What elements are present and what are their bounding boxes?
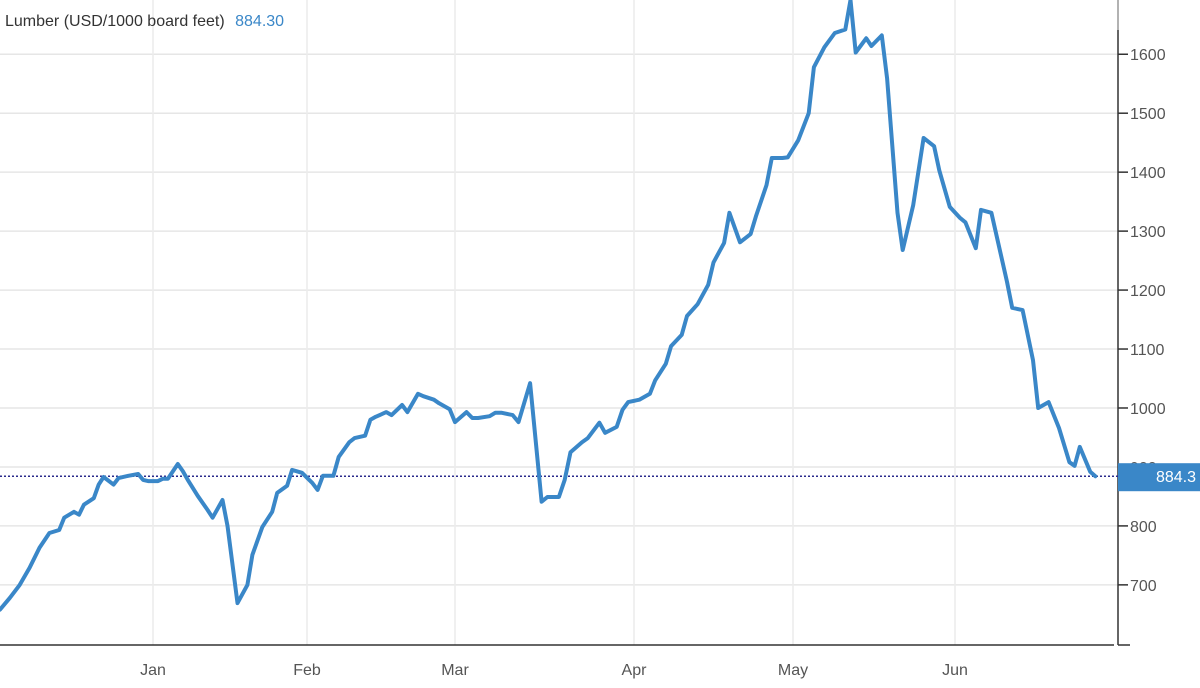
y-tick-label: 1000 [1130, 401, 1166, 418]
y-tick-label: 1200 [1130, 283, 1166, 300]
chart-title: Lumber (USD/1000 board feet) 884.30 [5, 13, 284, 30]
last-value-label: 884.3 [1156, 469, 1196, 486]
gridlines [0, 0, 1118, 645]
y-tick-label: 1400 [1130, 165, 1166, 182]
y-tick-label: 1500 [1130, 106, 1166, 123]
x-tick-label: Mar [441, 662, 469, 679]
axes [0, 0, 1130, 646]
last-value-badge [1118, 463, 1200, 492]
x-tick-label: Jan [140, 662, 166, 679]
y-axis-labels: 7008009001000110012001300140015001600 [1130, 47, 1166, 595]
y-tick-label: 1600 [1130, 47, 1166, 64]
price-line [0, 0, 1098, 612]
y-tick-label: 1100 [1130, 342, 1165, 359]
title-value: 884.30 [235, 13, 284, 30]
x-axis-labels: Jan Feb Mar Apr May Jun [140, 662, 968, 679]
title-text: Lumber (USD/1000 board feet) [5, 13, 225, 30]
x-tick-label: Jun [942, 662, 968, 679]
x-tick-label: Feb [293, 662, 321, 679]
x-tick-label: May [778, 662, 808, 679]
y-tick-label: 800 [1130, 519, 1157, 536]
x-tick-label: Apr [622, 662, 648, 679]
y-tick-label: 1300 [1130, 224, 1166, 241]
y-tick-label: 700 [1130, 578, 1157, 595]
